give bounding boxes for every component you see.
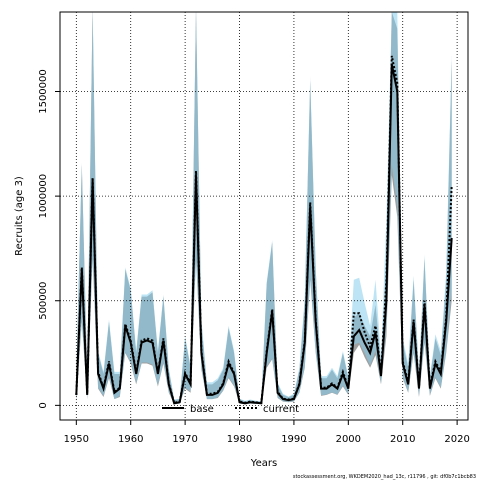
y-tick-label-500000: 500000 bbox=[38, 282, 49, 320]
x-tick-label-2020: 2020 bbox=[444, 434, 469, 445]
series-lines bbox=[75, 55, 453, 405]
x-tick-label-1960: 1960 bbox=[118, 434, 143, 445]
x-tick-label-2010: 2010 bbox=[390, 434, 415, 445]
y-tick-label-1000000: 1000000 bbox=[38, 174, 49, 219]
x-tick-label-2000: 2000 bbox=[336, 434, 361, 445]
footer-note: stockassessment.org, WKDEM2020_had_13c, … bbox=[293, 474, 476, 480]
plot-frame bbox=[59, 11, 469, 421]
legend-base-label: base bbox=[190, 404, 214, 415]
confidence-bands bbox=[76, 12, 452, 405]
band-current bbox=[76, 12, 452, 405]
legend: base current bbox=[162, 404, 299, 415]
legend-current-label: current bbox=[263, 404, 299, 415]
line-base bbox=[75, 64, 453, 405]
x-tick-label-1980: 1980 bbox=[227, 434, 252, 445]
x-axis-title: Years bbox=[250, 458, 277, 469]
y-tick-label-0: 0 bbox=[38, 402, 49, 408]
x-tick-label-1950: 1950 bbox=[64, 434, 89, 445]
x-tick-label-1970: 1970 bbox=[172, 434, 197, 445]
line-current bbox=[75, 55, 453, 404]
x-tick-label-1990: 1990 bbox=[281, 434, 306, 445]
y-axis: 0 500000 1000000 1500000 bbox=[38, 69, 60, 409]
y-tick-label-1500000: 1500000 bbox=[38, 69, 49, 114]
y-axis-title: Recruits (age 3) bbox=[14, 176, 25, 256]
x-axis: 1950 1960 1970 1980 1990 2000 2010 2020 bbox=[64, 420, 470, 445]
